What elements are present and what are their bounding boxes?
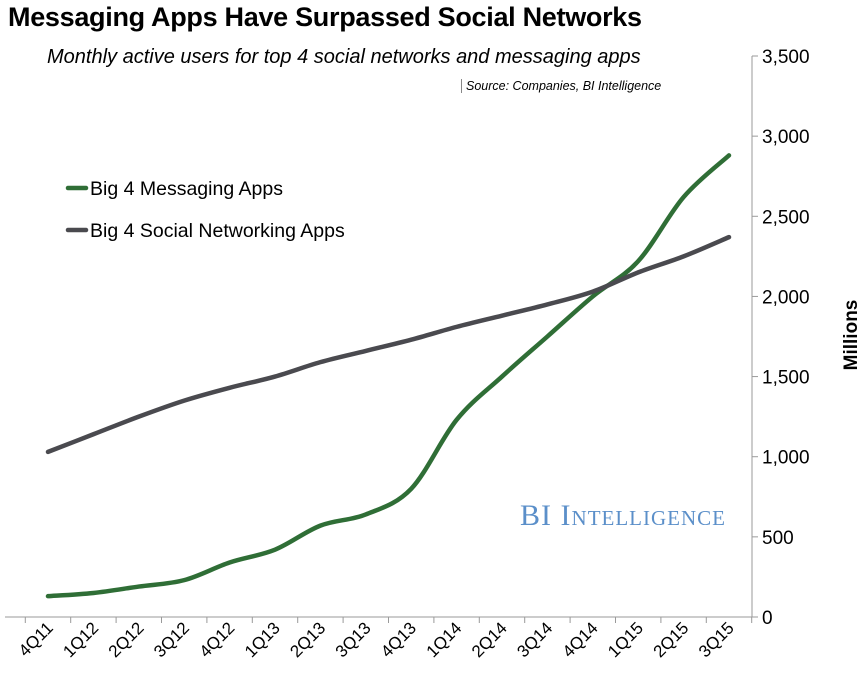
watermark: BI Intelligence <box>520 499 726 532</box>
x-tick-label: 3Q13 <box>332 618 375 661</box>
x-tick-label: 4Q12 <box>196 618 239 661</box>
x-tick-label: 4Q13 <box>377 618 420 661</box>
chart-subtitle: Monthly active users for top 4 social ne… <box>47 46 641 68</box>
x-tick-label: 2Q12 <box>105 618 148 661</box>
y-tick-label: 2,000 <box>762 287 810 308</box>
series-line-big-4-social-networking-apps <box>45 234 732 455</box>
x-tick-label: 2Q14 <box>468 618 511 661</box>
y-tick-label: 500 <box>762 528 794 549</box>
x-tick-label: 1Q13 <box>241 618 284 661</box>
y-tick-label: 1,000 <box>762 448 810 469</box>
x-tick-label: 3Q14 <box>513 618 556 661</box>
series-line-big-4-messaging-apps <box>45 153 732 599</box>
y-tick-label: 3,000 <box>762 127 810 148</box>
source-note: Source: Companies, BI Intelligence <box>461 79 661 93</box>
y-tick-label: 0 <box>762 608 773 629</box>
y-tick-label: 3,500 <box>762 47 810 68</box>
x-tick-label: 3Q12 <box>150 618 193 661</box>
y-tick-label: 1,500 <box>762 368 810 389</box>
legend-label: Big 4 Messaging Apps <box>90 178 283 200</box>
x-tick-label: 4Q11 <box>15 618 57 660</box>
chart-title: Messaging Apps Have Surpassed Social Net… <box>8 2 642 32</box>
y-tick-label: 2,500 <box>762 207 810 228</box>
y-axis-title: Millions <box>841 300 862 371</box>
x-tick-label: 4Q14 <box>559 618 602 661</box>
x-tick-label: 2Q15 <box>650 618 693 661</box>
x-tick-label: 1Q12 <box>59 618 102 661</box>
x-tick-label: 1Q15 <box>604 618 647 661</box>
x-tick-label: 1Q14 <box>423 618 466 661</box>
x-tick-label: 2Q13 <box>286 618 329 661</box>
x-tick-label: 3Q15 <box>695 618 738 661</box>
legend-label: Big 4 Social Networking Apps <box>90 220 345 242</box>
